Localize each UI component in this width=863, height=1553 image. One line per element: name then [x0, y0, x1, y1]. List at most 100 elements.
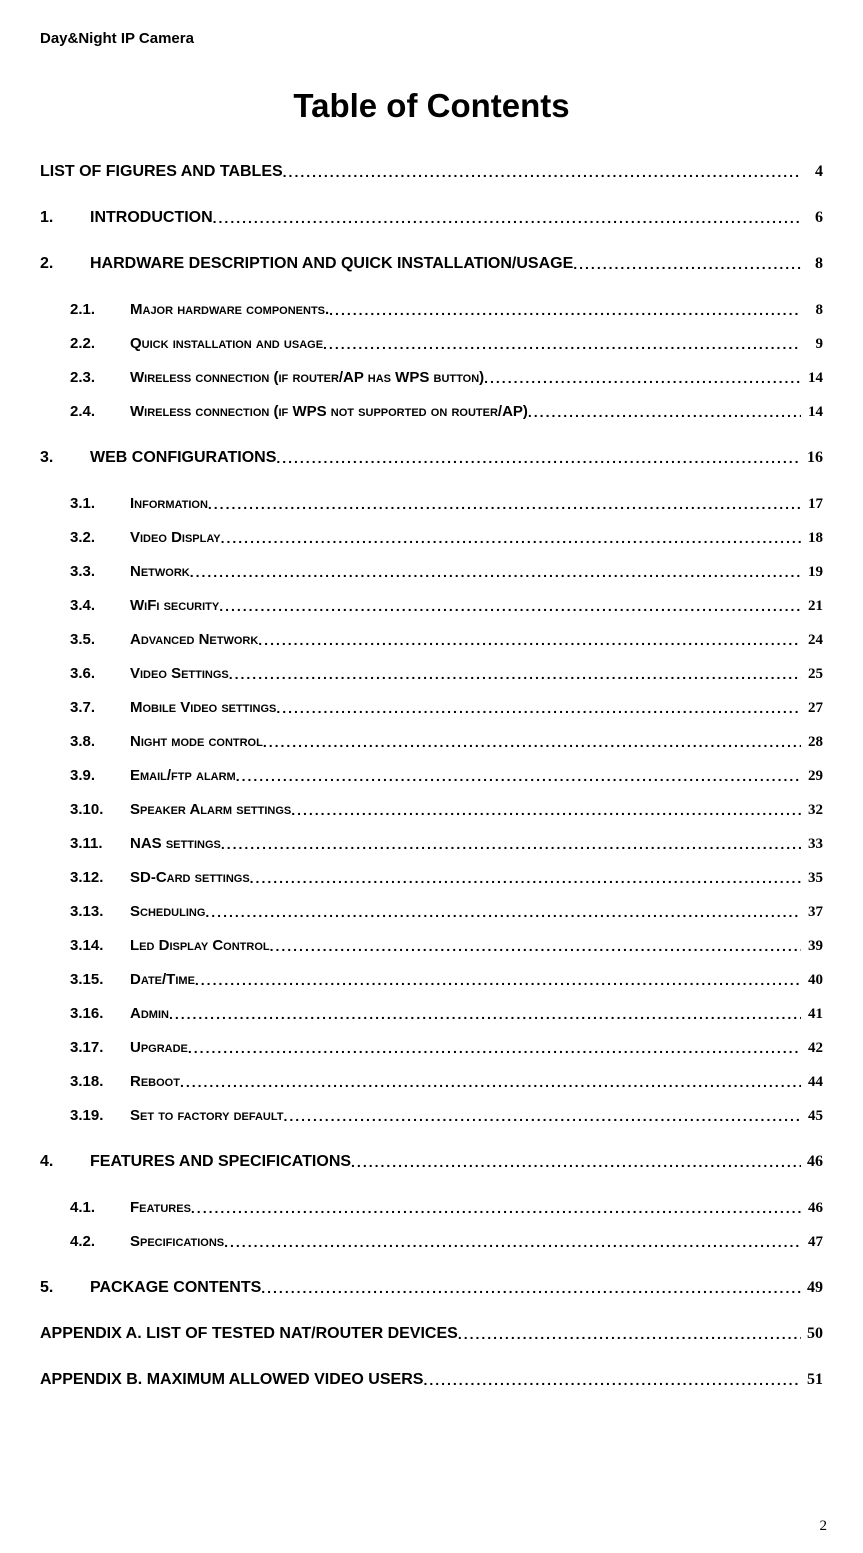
toc-entry-text: Led Display Control: [130, 937, 270, 954]
toc-entry[interactable]: 1.INTRODUCTION6: [40, 209, 823, 227]
toc-entry-text: FEATURES AND SPECIFICATIONS: [90, 1153, 351, 1171]
toc-entry-text: Wireless connection (if WPS not supporte…: [130, 403, 528, 420]
toc-entry[interactable]: 3.13.Scheduling 37: [40, 903, 823, 921]
toc-entry[interactable]: 3.8.Night mode control 28: [40, 733, 823, 751]
toc-entry[interactable]: 3.17.Upgrade 42: [40, 1039, 823, 1057]
toc-entry-text: Mobile Video settings: [130, 699, 276, 716]
toc-entry[interactable]: 3.6.Video Settings 25: [40, 665, 823, 683]
toc-entry-number: 2.4.: [70, 403, 130, 420]
toc-entry-number: 3.2.: [70, 529, 130, 546]
toc-entry-number: 2.: [40, 255, 90, 273]
toc-entry-page: 8: [801, 302, 823, 319]
toc-entry-text: Scheduling: [130, 903, 205, 920]
toc-entry-number: 3.15.: [70, 971, 130, 988]
toc-entry[interactable]: 3.7.Mobile Video settings27: [40, 699, 823, 717]
toc-entry-page: 24: [801, 632, 823, 649]
toc-entry[interactable]: 3.11.NAS settings33: [40, 835, 823, 853]
toc-entry-page: 28: [801, 734, 823, 751]
toc-entry-text: Quick installation and usage: [130, 335, 323, 352]
toc-entry[interactable]: 3.18.Reboot 44: [40, 1073, 823, 1091]
toc-entry[interactable]: 2.1.Major hardware components. 8: [40, 301, 823, 319]
toc-entry-text: Information: [130, 495, 208, 512]
toc-dot-leader: [276, 700, 801, 716]
toc-entry-page: 44: [801, 1074, 823, 1091]
toc-entry[interactable]: 3.2.Video Display 18: [40, 529, 823, 547]
toc-entry-text: PACKAGE CONTENTS: [90, 1279, 261, 1297]
toc-entry-page: 41: [801, 1006, 823, 1023]
toc-entry-page: 18: [801, 530, 823, 547]
toc-entry[interactable]: 4.1.Features 46: [40, 1199, 823, 1217]
toc-dot-leader: [263, 734, 801, 750]
toc-entry-number: 3.6.: [70, 665, 130, 682]
toc-dot-leader: [190, 564, 801, 580]
toc-entry-number: 3.18.: [70, 1073, 130, 1090]
toc-entry[interactable]: 4.2.Specifications47: [40, 1233, 823, 1251]
page-number: 2: [820, 1518, 828, 1535]
toc-entry[interactable]: 2.2.Quick installation and usage 9: [40, 335, 823, 353]
toc-dot-leader: [528, 404, 801, 420]
toc-entry-page: 21: [801, 598, 823, 615]
toc-entry-text: Speaker Alarm settings: [130, 801, 291, 818]
toc-entry-page: 39: [801, 938, 823, 955]
toc-entry-number: 3.19.: [70, 1107, 130, 1124]
toc-entry-number: 3.4.: [70, 597, 130, 614]
toc-entry-text: Advanced Network: [130, 631, 258, 648]
toc-entry-page: 45: [801, 1108, 823, 1125]
toc-dot-leader: [208, 496, 801, 512]
toc-entry-page: 33: [801, 836, 823, 853]
toc-entry[interactable]: 3.10.Speaker Alarm settings 32: [40, 801, 823, 819]
toc-dot-leader: [484, 370, 801, 386]
toc-entry-number: 4.: [40, 1153, 90, 1171]
toc-entry[interactable]: 2.4.Wireless connection (if WPS not supp…: [40, 403, 823, 421]
toc-entry[interactable]: 3.12.SD-Card settings 35: [40, 869, 823, 887]
toc-entry-number: 2.1.: [70, 301, 130, 318]
toc-entry[interactable]: 3.1.Information 17: [40, 495, 823, 513]
toc-entry-text: Video Display: [130, 529, 221, 546]
toc-dot-leader: [284, 1108, 802, 1124]
toc-dot-leader: [423, 1372, 801, 1388]
toc-entry-number: 3.17.: [70, 1039, 130, 1056]
toc-entry[interactable]: 3.3.Network19: [40, 563, 823, 581]
toc-dot-leader: [258, 632, 801, 648]
toc-entry-page: 17: [801, 496, 823, 513]
document-header: Day&Night IP Camera: [40, 30, 823, 47]
toc-dot-leader: [219, 598, 801, 614]
toc-entry-text: Night mode control: [130, 733, 263, 750]
toc-entry[interactable]: 3.4.WiFi security21: [40, 597, 823, 615]
toc-entry[interactable]: LIST OF FIGURES AND TABLES4: [40, 163, 823, 181]
toc-dot-leader: [205, 904, 801, 920]
toc-entry[interactable]: 3.WEB CONFIGURATIONS16: [40, 449, 823, 467]
toc-entry-number: 3.8.: [70, 733, 130, 750]
toc-entry-number: 3.: [40, 449, 90, 467]
toc-entry-text: HARDWARE DESCRIPTION AND QUICK INSTALLAT…: [90, 255, 573, 273]
toc-entry[interactable]: 2.HARDWARE DESCRIPTION AND QUICK INSTALL…: [40, 255, 823, 273]
toc-entry-number: 3.7.: [70, 699, 130, 716]
toc-entry-number: 5.: [40, 1279, 90, 1297]
toc-entry[interactable]: 3.5.Advanced Network24: [40, 631, 823, 649]
toc-entry-text: Reboot: [130, 1073, 180, 1090]
toc-dot-leader: [291, 802, 801, 818]
toc-dot-leader: [351, 1154, 801, 1170]
toc-entry-text: WEB CONFIGURATIONS: [90, 449, 276, 467]
toc-entry-text: Network: [130, 563, 190, 580]
toc-entry[interactable]: 3.14.Led Display Control39: [40, 937, 823, 955]
toc-entry[interactable]: APPENDIX B. MAXIMUM ALLOWED VIDEO USERS5…: [40, 1371, 823, 1389]
toc-entry-text: Major hardware components.: [130, 301, 329, 318]
toc-dot-leader: [188, 1040, 801, 1056]
toc-entry-page: 9: [801, 336, 823, 353]
toc-entry[interactable]: 3.15.Date/Time40: [40, 971, 823, 989]
toc-entry[interactable]: 3.16.Admin41: [40, 1005, 823, 1023]
toc-entry-text: Set to factory default: [130, 1107, 284, 1124]
toc-entry-text: Wireless connection (if router/AP has WP…: [130, 369, 484, 386]
toc-entry-text: Admin: [130, 1005, 169, 1022]
toc-entry[interactable]: 2.3.Wireless connection (if router/AP ha…: [40, 369, 823, 387]
toc-entry[interactable]: 5.PACKAGE CONTENTS49: [40, 1279, 823, 1297]
toc-dot-leader: [229, 666, 801, 682]
toc-entry[interactable]: 4.FEATURES AND SPECIFICATIONS46: [40, 1153, 823, 1171]
toc-entry[interactable]: 3.19.Set to factory default 45: [40, 1107, 823, 1125]
toc-entry[interactable]: APPENDIX A. LIST OF TESTED NAT/ROUTER DE…: [40, 1325, 823, 1343]
toc-dot-leader: [458, 1326, 801, 1342]
toc-entry-text: Date/Time: [130, 971, 195, 988]
toc-entry-page: 29: [801, 768, 823, 785]
toc-entry[interactable]: 3.9.Email/ftp alarm 29: [40, 767, 823, 785]
